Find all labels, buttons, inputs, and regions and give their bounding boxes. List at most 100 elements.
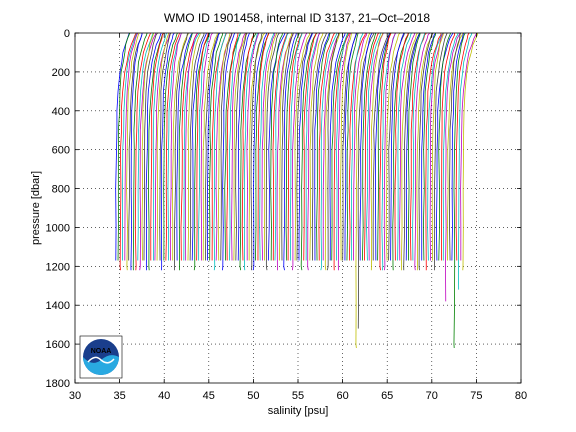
- profile-line: [329, 32, 346, 261]
- profile-line: [145, 32, 162, 271]
- profile-line: [379, 32, 392, 271]
- x-tick-label: 45: [203, 390, 215, 402]
- profile-line: [412, 32, 426, 261]
- profile-line: [281, 32, 294, 261]
- logo-text: NOAA: [91, 348, 112, 355]
- profile-line: [239, 32, 257, 271]
- profile-line: [196, 32, 209, 261]
- profile-line: [362, 32, 377, 261]
- profile-line: [202, 32, 218, 261]
- profile-line: [303, 32, 317, 261]
- y-tick-label: 1600: [46, 339, 70, 351]
- x-tick-label: 50: [247, 390, 259, 402]
- chart-title: WMO ID 1901458, internal ID 3137, 21–Oct…: [164, 11, 430, 25]
- profile-line: [189, 32, 205, 261]
- x-tick-label: 60: [336, 390, 348, 402]
- profile-line: [355, 32, 371, 349]
- profile-line: [172, 32, 189, 261]
- profile-line: [320, 32, 338, 271]
- y-tick-label: 1800: [46, 378, 70, 390]
- profile-line: [431, 32, 444, 261]
- profile-line: [283, 32, 297, 271]
- profile-line: [243, 32, 258, 271]
- profile-line: [392, 32, 409, 271]
- x-tick-label: 55: [292, 390, 304, 402]
- profile-line: [429, 32, 445, 261]
- profile-line: [453, 32, 466, 349]
- profile-line: [272, 32, 288, 261]
- profile-line: [220, 32, 233, 261]
- profile-line: [143, 32, 158, 261]
- profile-line: [222, 32, 236, 271]
- profile-line: [259, 32, 275, 261]
- profile-line: [122, 32, 138, 261]
- profile-line: [257, 32, 270, 261]
- profile-line: [368, 32, 384, 261]
- profile-line: [372, 33, 390, 261]
- profile-line: [126, 32, 140, 271]
- profile-line: [185, 32, 198, 261]
- profile-line: [405, 32, 421, 261]
- profile-line: [335, 32, 349, 261]
- y-axis-label: pressure [dbar]: [30, 171, 42, 245]
- profile-line: [285, 32, 300, 261]
- profile-line: [385, 32, 401, 261]
- profile-line: [438, 32, 451, 261]
- profile-line: [442, 32, 459, 261]
- y-tick-label: 200: [52, 67, 70, 79]
- profile-line: [139, 32, 157, 271]
- profile-line: [422, 32, 436, 261]
- profile-line: [441, 32, 456, 261]
- profile-line: [248, 32, 266, 261]
- profile-line: [401, 32, 418, 271]
- y-tick-label: 400: [52, 106, 70, 118]
- profile-line: [427, 32, 444, 261]
- profile-line: [445, 32, 461, 302]
- profile-line: [207, 32, 221, 261]
- profile-line: [174, 32, 189, 271]
- profile-line: [119, 32, 137, 271]
- axis-ticks: 30 35 40 45 50 55 60 65 70 75 80020040060080010001…: [46, 28, 528, 402]
- x-tick-label: 65: [381, 390, 393, 402]
- profile-line: [353, 32, 367, 261]
- profile-line: [394, 32, 409, 261]
- profile-line: [250, 32, 263, 271]
- profile-line: [191, 32, 207, 261]
- profile-line: [270, 32, 283, 261]
- profile-line: [132, 32, 148, 271]
- x-tick-label: 70: [426, 390, 438, 402]
- profile-line: [261, 32, 276, 261]
- profile-line: [187, 32, 201, 261]
- profile-line: [383, 32, 396, 271]
- profile-line: [226, 32, 239, 261]
- profile-line: [300, 32, 318, 271]
- profile-line: [215, 32, 233, 261]
- profile-line: [237, 32, 250, 261]
- profile-line: [434, 32, 448, 271]
- profile-line: [460, 32, 478, 261]
- profile-line: [178, 32, 193, 271]
- profile-line: [348, 32, 366, 261]
- profile-line: [165, 32, 180, 261]
- profile-line: [409, 32, 427, 261]
- profile-line: [169, 32, 182, 261]
- profile-line: [375, 32, 390, 261]
- profile-line: [205, 32, 220, 261]
- profile-line: [289, 32, 303, 261]
- profile-line: [407, 32, 421, 261]
- profile-line: [311, 32, 327, 261]
- x-tick-label: 80: [515, 390, 527, 402]
- profile-line: [117, 32, 131, 261]
- profile-line: [241, 32, 255, 261]
- profile-line: [264, 32, 278, 261]
- profile-line: [359, 32, 373, 261]
- y-tick-label: 0: [64, 28, 70, 40]
- profile-line: [130, 32, 143, 271]
- profile-line: [364, 32, 379, 261]
- profile-line: [451, 32, 465, 261]
- profile-line: [399, 32, 416, 261]
- profile-line: [231, 32, 247, 261]
- profile-line: [134, 32, 152, 271]
- x-axis-label: salinity [psu]: [268, 405, 329, 417]
- profile-line: [340, 32, 352, 261]
